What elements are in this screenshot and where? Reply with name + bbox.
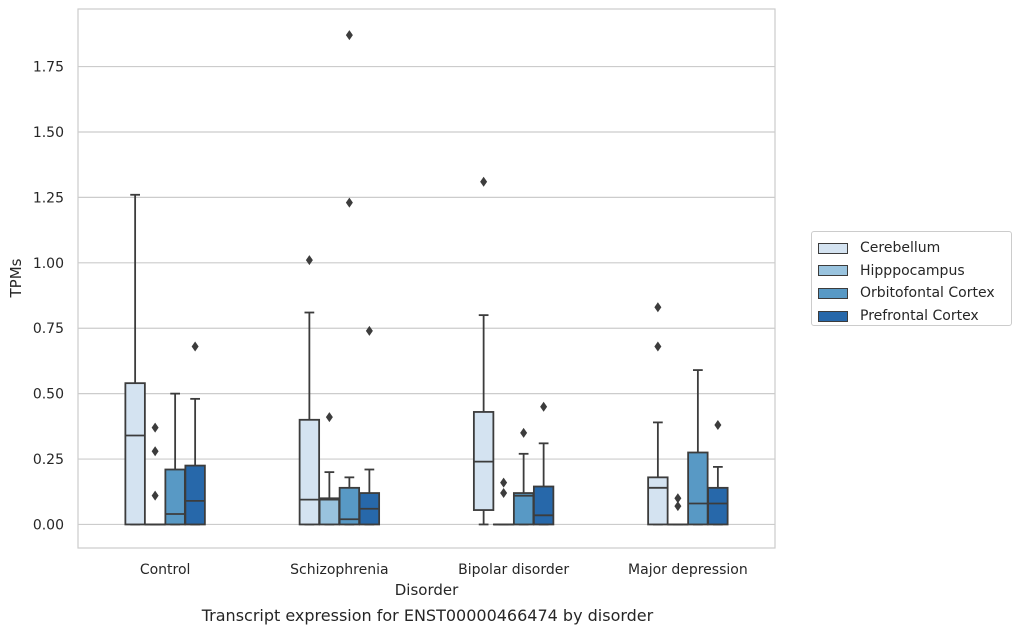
outlier-point — [325, 412, 333, 423]
box-iqr — [647, 476, 669, 526]
box-iqr — [707, 486, 729, 526]
y-axis-label: TPMs — [7, 258, 25, 298]
legend-label: Cerebellum — [860, 240, 941, 257]
outlier-point — [345, 30, 353, 41]
y-tick-label: 0.00 — [33, 517, 64, 533]
legend-label: Hipppocampus — [860, 262, 965, 279]
x-tick-label: Control — [140, 562, 191, 578]
legend: Cerebellum Hipppocampus Orbitofontal Corte… — [811, 231, 1012, 326]
legend-swatch — [818, 242, 848, 254]
y-tick-label: 0.25 — [33, 452, 64, 468]
outlier-point — [540, 401, 548, 412]
box-cerebellum — [298, 255, 321, 526]
outlier-point — [674, 501, 682, 512]
outlier-point — [714, 420, 722, 431]
legend-label: Orbitofontal Cortex — [860, 285, 995, 302]
legend-label: Prefrontal Cortex — [860, 308, 979, 325]
plot-frame — [77, 8, 776, 549]
x-tick-label: Bipolar disorder — [458, 562, 569, 578]
box-hipppocampus — [492, 477, 515, 526]
y-tick-label: 1.50 — [33, 125, 64, 141]
outlier-point — [345, 197, 353, 208]
outlier-point — [500, 477, 508, 488]
y-tick-label: 0.75 — [33, 321, 64, 337]
outlier-point — [305, 255, 313, 266]
gridlines — [78, 65, 775, 526]
box-marks — [124, 30, 729, 526]
box-iqr — [532, 485, 555, 526]
x-tick-labels: Control Schizophrenia Bipolar disorder Majo… — [140, 562, 748, 578]
y-tick-label: 1.75 — [33, 60, 64, 76]
outlier-point — [654, 341, 662, 352]
outlier-point — [151, 422, 159, 433]
box-hipppocampus — [144, 422, 166, 526]
box-orbitofontal-cortex — [512, 427, 535, 526]
y-tick-label: 0.50 — [33, 387, 64, 403]
legend-item: Orbitofontal Cortex — [818, 282, 1011, 305]
outlier-point — [654, 302, 662, 313]
box-prefrontal-cortex — [707, 420, 729, 526]
box-iqr — [512, 492, 535, 526]
outlier-point — [191, 341, 199, 352]
box-iqr — [298, 418, 321, 526]
box-iqr — [687, 451, 709, 526]
box-cerebellum — [647, 302, 669, 526]
box-cerebellum — [124, 193, 146, 526]
y-tick-label: 1.25 — [33, 190, 64, 206]
box-iqr — [124, 382, 146, 526]
legend-swatch — [818, 265, 848, 277]
chart-caption: Transcript expression for ENST0000046647… — [201, 606, 654, 625]
outlier-point — [480, 176, 488, 187]
outlier-point — [151, 490, 159, 501]
outlier-point — [365, 325, 373, 336]
box-iqr — [164, 468, 186, 526]
outlier-point — [151, 446, 159, 457]
box-prefrontal-cortex — [532, 401, 555, 526]
outlier-point — [520, 427, 528, 438]
outlier-point — [500, 488, 508, 499]
x-tick-label: Major depression — [628, 562, 748, 578]
x-tick-label: Schizophrenia — [290, 562, 388, 578]
legend-item: Prefrontal Cortex — [818, 305, 1011, 328]
box-hipppocampus — [318, 412, 341, 526]
outlier-point — [674, 493, 682, 504]
y-tick-labels: 0.00 0.25 0.50 0.75 1.00 1.25 1.50 1.75 — [33, 60, 64, 534]
box-iqr — [318, 497, 341, 526]
y-tick-label: 1.00 — [33, 256, 64, 272]
box-iqr — [184, 464, 206, 526]
box-prefrontal-cortex — [358, 325, 381, 526]
legend-item: Cerebellum — [818, 237, 1011, 260]
box-prefrontal-cortex — [184, 341, 206, 526]
box-cerebellum — [472, 176, 495, 526]
legend-item: Hipppocampus — [818, 260, 1011, 283]
x-axis-label: Disorder — [395, 581, 459, 599]
box-hipppocampus — [667, 493, 689, 526]
box-orbitofontal-cortex — [338, 30, 361, 526]
legend-swatch — [818, 287, 848, 299]
legend-swatch — [818, 310, 848, 322]
